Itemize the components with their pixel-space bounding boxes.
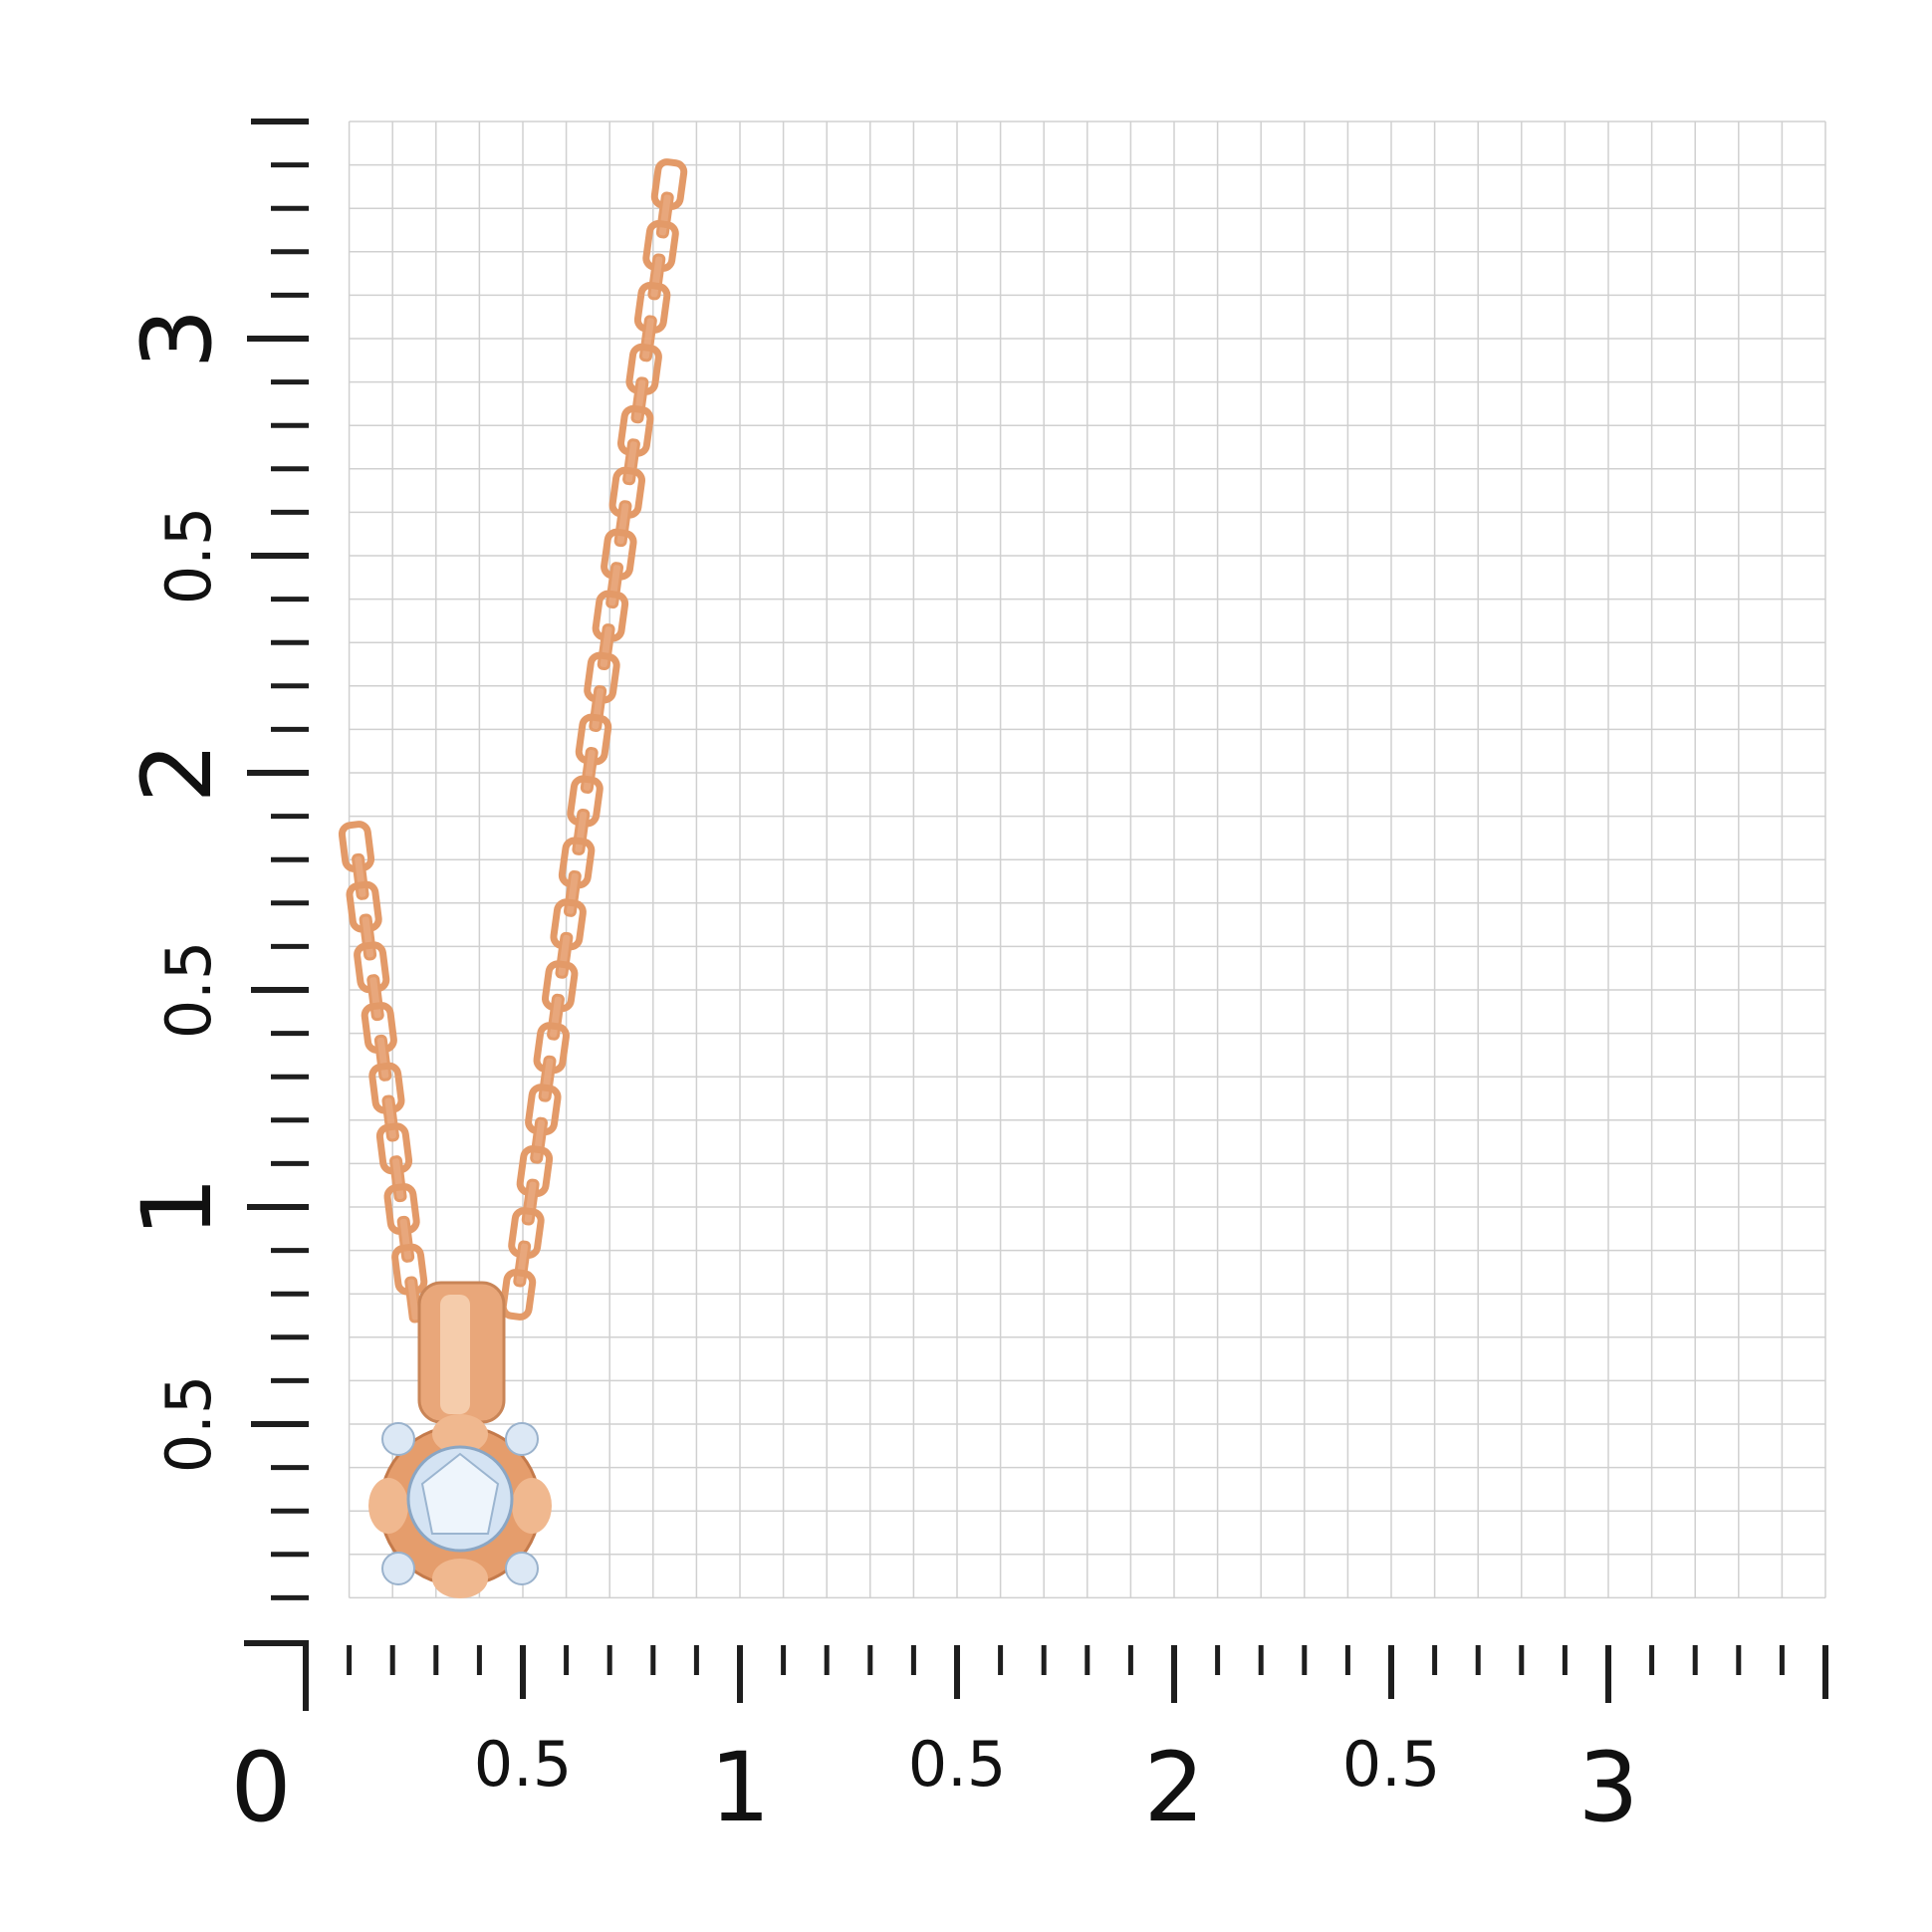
chain-link [521, 1178, 540, 1226]
pendant [368, 1281, 552, 1598]
chain-link [359, 913, 377, 961]
chain-link [613, 500, 632, 548]
chain-link [547, 993, 565, 1041]
chain-link [597, 623, 615, 671]
chain-link [352, 852, 369, 900]
chain-link [572, 808, 591, 855]
x-axis-label: 0.5 [1341, 1728, 1441, 1801]
y-axis-label: 0.5 [152, 506, 225, 605]
chain-link [513, 1240, 532, 1288]
chain-link [530, 1116, 549, 1164]
y-axis-label: 2 [121, 742, 233, 804]
x-axis-label: 0.5 [473, 1728, 573, 1801]
chain-link [538, 1055, 557, 1102]
y-axis-label: 0.5 [152, 1374, 225, 1474]
chain-link [605, 562, 624, 609]
chain-link [389, 1155, 407, 1203]
chain-link [396, 1215, 415, 1263]
chain-link [622, 438, 640, 486]
chain-link [563, 869, 582, 917]
chain-link [373, 1034, 392, 1082]
bail-highlight [440, 1295, 470, 1414]
chain-link [638, 315, 657, 362]
chain-link [630, 376, 649, 424]
diamond-facet [420, 1452, 500, 1535]
chain-link [555, 931, 574, 979]
x-axis-label: 0.5 [907, 1728, 1007, 1801]
chain-link [580, 747, 599, 794]
chain-link [381, 1094, 399, 1142]
chain [338, 158, 688, 1324]
x-axis-label: 0 [230, 1732, 292, 1843]
chain-link [589, 685, 607, 732]
x-axis-label: 2 [1143, 1732, 1205, 1843]
y-axis-label: 0.5 [152, 940, 225, 1040]
chain-link [404, 1276, 422, 1324]
chain-link [655, 191, 674, 239]
x-axis-label: 1 [709, 1732, 771, 1843]
y-axis-label: 3 [121, 308, 233, 369]
ruler-origin-corner [244, 1640, 309, 1711]
chain-link [366, 974, 384, 1022]
x-axis-label: 3 [1577, 1732, 1639, 1843]
chain-link [647, 253, 666, 301]
accent-diamonds [381, 1422, 539, 1585]
chain-link [499, 1269, 537, 1321]
y-axis-label: 1 [121, 1176, 233, 1238]
